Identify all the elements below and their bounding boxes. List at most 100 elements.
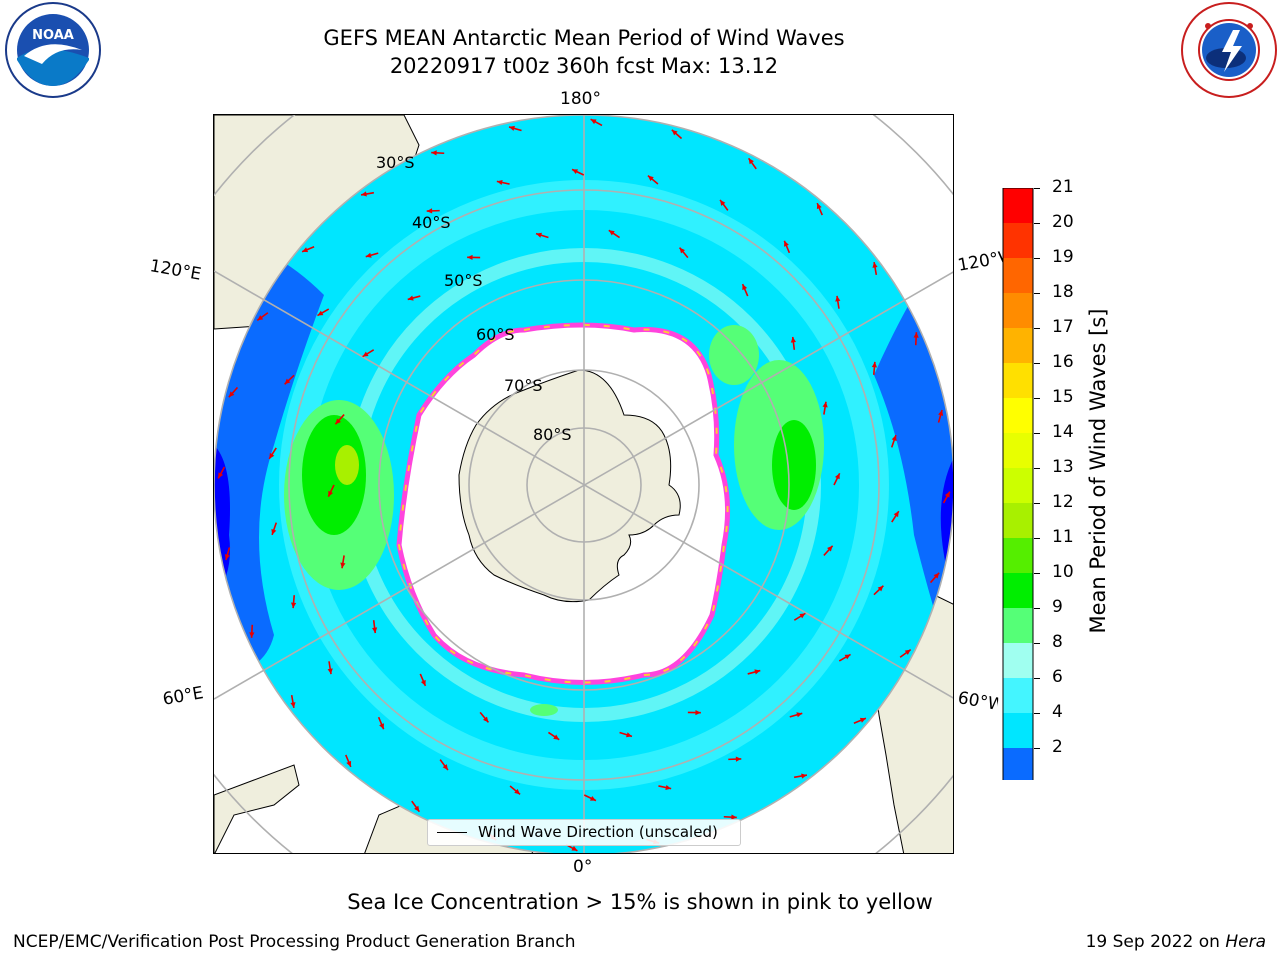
lat-label-30s: 30°S	[376, 153, 415, 172]
lon-label-120e: 120°E	[148, 256, 203, 285]
chart-subtitle: 20220917 t00z 360h fcst Max: 13.12	[389, 54, 779, 78]
lat-label-60s: 60°S	[476, 325, 515, 344]
wave-direction-arrowhead	[944, 491, 950, 498]
wave-direction-arrowhead	[362, 351, 369, 357]
wave-direction-arrowhead	[671, 129, 678, 136]
colorbar-tick	[1034, 573, 1040, 574]
colorbar-tick-label: 8	[1052, 632, 1063, 652]
wave-direction-arrowhead	[735, 756, 742, 762]
colorbar-cell	[1003, 293, 1033, 328]
colorbar-cell	[1003, 713, 1033, 748]
colorbar-cell	[1003, 328, 1033, 363]
colorbar-tick	[1034, 468, 1040, 469]
wave-direction-arrowhead	[269, 452, 275, 459]
colorbar-tick-label: 17	[1052, 317, 1074, 337]
colorbar-tick-label: 15	[1052, 387, 1074, 407]
noaa-logo: NOAA	[2, 0, 104, 104]
colorbar-tick	[1034, 503, 1040, 504]
lat-label-50s: 50°S	[444, 271, 483, 290]
legend-line-sample	[437, 832, 467, 833]
wave-direction-arrowhead	[893, 511, 899, 518]
wave-direction-arrowhead	[720, 199, 726, 206]
wave-direction-arrowhead	[536, 232, 542, 238]
colorbar-outline	[1002, 188, 1034, 780]
colorbar-tick-label: 11	[1052, 527, 1074, 547]
wave-direction-arrowhead	[647, 175, 654, 182]
colorbar-cell	[1003, 503, 1033, 538]
wave-direction-arrowhead	[290, 602, 297, 609]
colorbar-cell	[1003, 643, 1033, 678]
wave-direction-arrowhead	[514, 788, 521, 795]
colorbar-tick-label: 18	[1052, 282, 1074, 302]
wave-direction-arrowhead	[467, 254, 473, 261]
colorbar-cell	[1003, 538, 1033, 573]
map-panel: 30°S 40°S 50°S 60°S 70°S 80°S Wind Wave …	[213, 114, 954, 854]
colorbar-cell	[1003, 398, 1033, 433]
wave-direction-arrowhead	[271, 528, 277, 535]
wave-direction-arrowhead	[414, 805, 420, 812]
wave-direction-arrowhead	[553, 734, 560, 740]
wave-direction-arrowhead	[626, 732, 632, 738]
footer-machine: Hera	[1225, 932, 1266, 952]
lon-label-180: 180°	[560, 89, 601, 109]
colorbar-cell	[1003, 188, 1033, 223]
wave-direction-arrowhead	[933, 572, 940, 579]
wave-direction-arrowhead	[913, 332, 919, 338]
wave-direction-arrowhead	[799, 613, 806, 619]
wave-direction-arrowhead	[835, 295, 841, 302]
wave-direction-arrowhead	[365, 252, 372, 258]
sea-ice-caption: Sea Ice Concentration > 15% is shown in …	[347, 890, 933, 914]
wave-direction-arrowhead	[496, 179, 503, 186]
wave-direction-arrowhead	[816, 203, 822, 210]
wave-direction-arrowhead	[228, 391, 235, 398]
wave-direction-arrowhead	[731, 814, 737, 820]
wave-direction-arrowhead	[379, 723, 384, 730]
colorbar-tick	[1034, 678, 1040, 679]
wave-direction-arrowhead	[872, 262, 878, 268]
wave-direction-arrowhead	[796, 712, 803, 718]
colorbar-tick	[1034, 363, 1040, 364]
colorbar-tick-label: 12	[1052, 492, 1074, 512]
lat-label-70s: 70°S	[504, 376, 543, 395]
colorbar-tick	[1034, 643, 1040, 644]
chart-title: GEFS MEAN Antarctic Mean Period of Wind …	[323, 26, 845, 50]
wave-direction-arrowhead	[328, 490, 334, 497]
wave-direction-arrowhead	[754, 669, 761, 675]
colorbar-cell	[1003, 223, 1033, 258]
antarctica-land	[458, 369, 681, 603]
wave-direction-arrowhead	[257, 315, 264, 321]
legend-label: Wind Wave Direction (unscaled)	[478, 823, 718, 841]
wave-direction-arrowhead	[346, 760, 352, 767]
wave-direction-arrowhead	[340, 562, 346, 569]
wave-direction-arrowhead	[431, 150, 437, 156]
wave-direction-arrowhead	[249, 632, 255, 638]
lat-label-80s: 80°S	[533, 425, 572, 444]
colorbar-cell	[1003, 678, 1033, 713]
colorbar-tick-label: 14	[1052, 422, 1074, 442]
map-legend: Wind Wave Direction (unscaled)	[427, 819, 741, 846]
nws-logo	[1178, 0, 1280, 104]
colorbar-tick-label: 21	[1052, 177, 1074, 197]
wave-direction-arrowhead	[335, 418, 341, 425]
colorbar-tick-label: 19	[1052, 247, 1074, 267]
lon-label-60w: 60°W	[956, 688, 1000, 715]
colorbar-tick-label: 20	[1052, 212, 1074, 232]
wave-direction-arrowhead	[372, 627, 378, 634]
wave-direction-arrowhead	[571, 845, 578, 851]
colorbar-label: Mean Period of Wind Waves [s]	[1086, 308, 1110, 634]
wave-direction-arrowhead	[420, 679, 426, 686]
colorbar	[1002, 188, 1034, 780]
wave-direction-arrowhead	[748, 158, 754, 165]
wave-direction-arrowhead	[679, 247, 686, 254]
colorbar-tick	[1034, 188, 1040, 189]
wave-direction-arrowhead	[822, 401, 828, 408]
wave-direction-arrowhead	[834, 473, 840, 480]
wave-direction-arrowhead	[589, 795, 596, 801]
wave-direction-arrowhead	[859, 717, 866, 723]
wave-direction-arrowhead	[317, 310, 324, 316]
footer-credit: NCEP/EMC/Verification Post Processing Pr…	[13, 932, 576, 952]
wave-direction-arrowhead	[784, 240, 789, 247]
graticule	[214, 115, 953, 853]
noaa-logo-text: NOAA	[32, 28, 74, 43]
colorbar-tick	[1034, 398, 1040, 399]
